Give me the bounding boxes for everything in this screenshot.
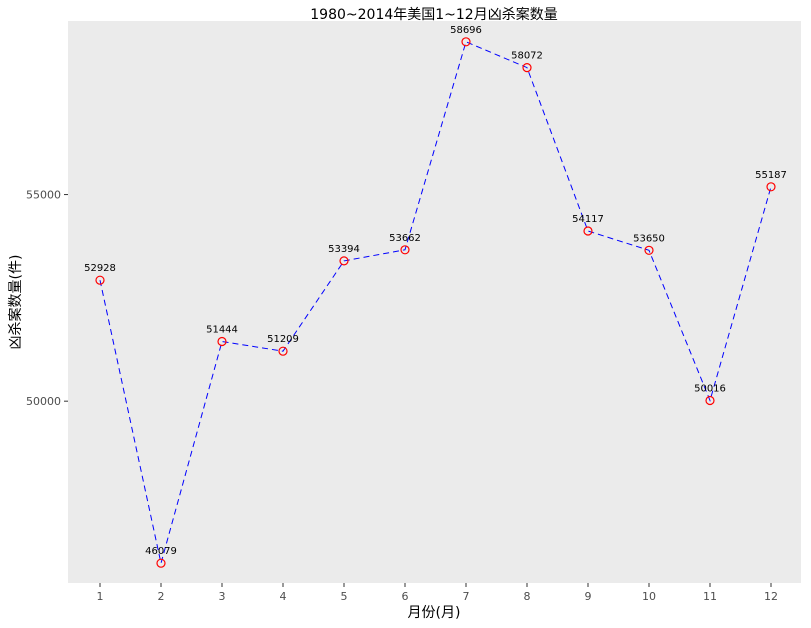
data-point — [278, 346, 288, 356]
x-tick-label: 5 — [341, 590, 348, 603]
y-tick-label: 55000 — [26, 189, 61, 202]
x-axis-title: 月份(月) — [408, 605, 461, 621]
x-tick-label: 6 — [402, 590, 409, 603]
x-axis: 1 2 3 4 5 6 7 8 9 10 11 12 — [97, 583, 778, 603]
data-label: 54117 — [572, 214, 604, 225]
data-label: 53650 — [633, 233, 665, 244]
data-point — [156, 558, 166, 568]
data-point — [400, 245, 410, 255]
chart-title: 1980~2014年美国1~12月凶杀案数量 — [310, 6, 557, 23]
plot-panel — [68, 21, 801, 583]
data-labels: 52928 46079 51444 51209 53394 53662 58696 58072… — [84, 25, 787, 557]
x-tick-label: 9 — [585, 590, 592, 603]
data-point — [705, 395, 715, 406]
x-tick-label: 7 — [463, 590, 470, 603]
data-label: 58072 — [511, 51, 543, 62]
data-point — [583, 226, 593, 236]
x-tick-label: 10 — [642, 590, 656, 603]
data-label: 51209 — [267, 334, 299, 345]
data-label: 46079 — [145, 546, 177, 557]
data-label: 53394 — [328, 244, 360, 255]
data-label: 51444 — [206, 325, 238, 336]
x-tick-label: 11 — [703, 590, 717, 603]
x-tick-label: 2 — [158, 590, 165, 603]
data-point — [522, 62, 532, 73]
data-point — [339, 256, 349, 266]
x-tick-label: 12 — [764, 590, 778, 603]
data-label: 55187 — [755, 170, 787, 181]
data-point — [766, 182, 776, 192]
data-points — [95, 37, 776, 568]
x-tick-label: 1 — [97, 590, 104, 603]
data-label: 58696 — [450, 25, 482, 36]
y-axis: 50000 55000 — [26, 189, 68, 408]
data-point — [217, 336, 227, 347]
y-tick-label: 50000 — [26, 395, 61, 408]
data-label: 52928 — [84, 263, 116, 274]
x-tick-label: 8 — [524, 590, 531, 603]
series-line — [99, 41, 772, 564]
data-point — [644, 245, 654, 255]
x-tick-label: 3 — [219, 590, 226, 603]
data-label: 53662 — [389, 233, 421, 244]
y-axis-title: 凶杀案数量(件) — [7, 255, 24, 350]
data-point — [95, 275, 105, 285]
x-tick-label: 4 — [280, 590, 287, 603]
data-label: 50016 — [694, 384, 726, 395]
data-point — [461, 37, 471, 47]
